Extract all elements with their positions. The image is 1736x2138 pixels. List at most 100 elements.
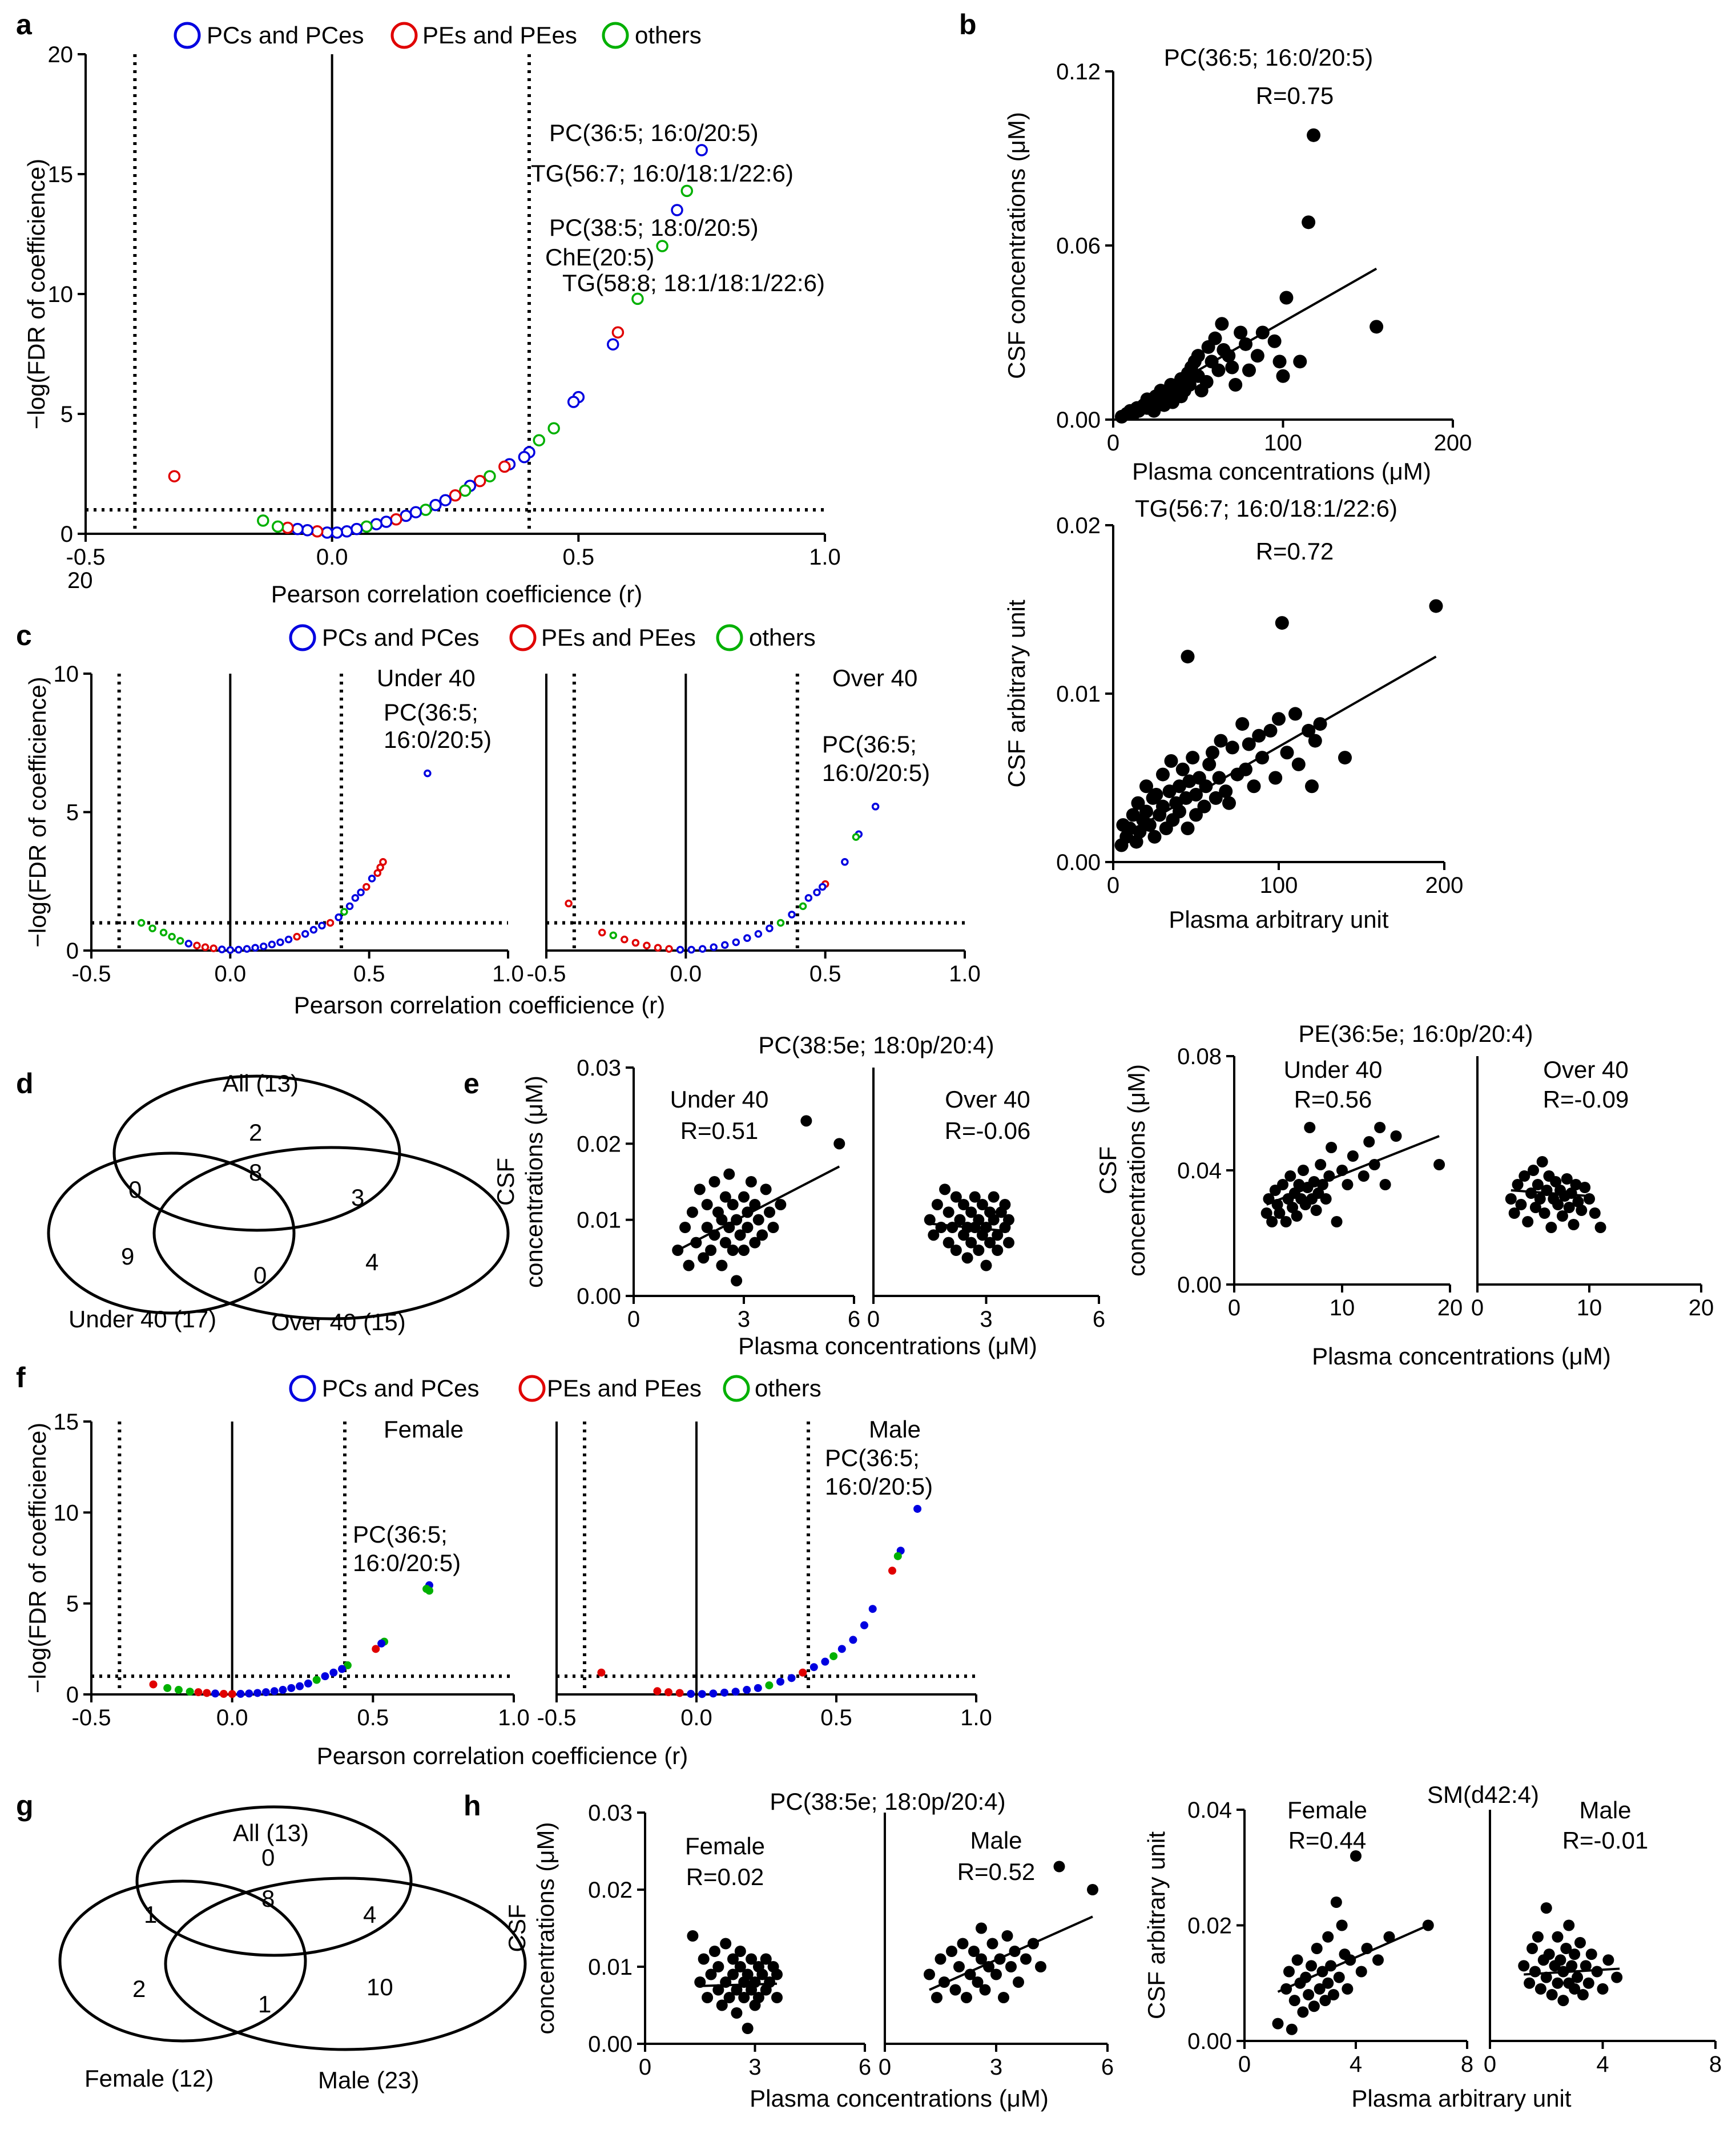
data-point-pcs bbox=[913, 1504, 922, 1513]
data-point bbox=[727, 1953, 739, 1965]
y-axis-label: −log(FDR of coefficience) bbox=[24, 677, 51, 947]
legend-pes-marker bbox=[390, 22, 418, 49]
data-point-pcs bbox=[732, 938, 740, 947]
legend-pcs-marker bbox=[289, 1375, 316, 1402]
data-point bbox=[968, 1946, 980, 1957]
data-point bbox=[1288, 1995, 1300, 2007]
data-point-pes bbox=[631, 939, 640, 947]
data-point bbox=[1374, 1122, 1386, 1133]
data-point bbox=[1508, 1207, 1520, 1219]
venn-g: All (13) Female (12) Male (23) 0 1 8 4 2… bbox=[58, 1805, 527, 2093]
data-point bbox=[1222, 796, 1236, 810]
data-point bbox=[760, 1183, 772, 1195]
data-point bbox=[1215, 317, 1229, 331]
data-point bbox=[742, 2023, 754, 2034]
data-point bbox=[980, 1259, 992, 1271]
y-tick-label: 0.01 bbox=[1056, 682, 1101, 707]
legend-pcs-label: PCs and PCes bbox=[322, 624, 479, 651]
data-point bbox=[958, 1199, 969, 1210]
data-point bbox=[1552, 1199, 1564, 1210]
data-point-pes bbox=[665, 945, 673, 953]
data-point bbox=[1208, 331, 1222, 345]
data-point bbox=[979, 1984, 991, 1996]
data-point bbox=[749, 1237, 761, 1249]
data-point bbox=[1307, 128, 1321, 142]
data-point bbox=[1322, 1977, 1334, 1989]
y-tick-label: 10 bbox=[48, 282, 74, 307]
panel-label-d: d bbox=[16, 1068, 34, 1100]
data-point-others bbox=[829, 1652, 838, 1661]
x-tick-label: 0.5 bbox=[809, 961, 841, 987]
chart-title: Under 40 bbox=[377, 665, 476, 691]
data-point-others bbox=[776, 919, 785, 927]
data-point bbox=[1319, 1995, 1331, 2007]
data-point bbox=[1383, 1931, 1395, 1943]
chart-h-pc-male: 0 3 6 Male R=0.52 bbox=[879, 1813, 1114, 2080]
data-point-pcs bbox=[754, 1684, 762, 1692]
chart-title: Male bbox=[869, 1416, 921, 1443]
data-point bbox=[1242, 363, 1256, 377]
y-tick-label: 0.03 bbox=[577, 1056, 621, 1081]
data-point bbox=[1274, 1207, 1286, 1219]
data-point bbox=[942, 1206, 954, 1218]
data-point bbox=[1594, 1222, 1606, 1233]
x-axis-label: Plasma arbitrary unit bbox=[1169, 906, 1388, 933]
chart-title: Female bbox=[384, 1416, 464, 1443]
data-point bbox=[965, 1206, 977, 1218]
data-point bbox=[742, 1222, 754, 1233]
legend-pcs-label: PCs and PCes bbox=[207, 22, 364, 49]
point-annotation: 16:0/20:5) bbox=[384, 726, 492, 753]
data-point-pcs bbox=[259, 942, 268, 951]
data-point bbox=[924, 1214, 936, 1226]
data-point-pcs bbox=[304, 1679, 312, 1688]
data-point bbox=[701, 1222, 713, 1233]
data-point-pcs bbox=[813, 888, 821, 896]
chart-title: PE(36:5e; 16:0p/20:4) bbox=[1299, 1020, 1533, 1047]
panel-label-b: b bbox=[959, 9, 977, 41]
data-point bbox=[1182, 378, 1197, 392]
panel-label-e: e bbox=[464, 1068, 480, 1100]
data-point bbox=[990, 1968, 1002, 1980]
venn-all-label: All (13) bbox=[233, 1819, 309, 1846]
data-point-pes bbox=[373, 869, 382, 877]
data-point-pcs bbox=[261, 1688, 270, 1697]
y-tick-label: 20 bbox=[48, 42, 74, 67]
y-tick-label: 0.01 bbox=[588, 1955, 633, 1980]
data-point bbox=[746, 1953, 758, 1965]
data-point-pcs bbox=[754, 930, 763, 938]
data-point bbox=[1333, 1971, 1345, 1983]
data-point bbox=[1297, 2006, 1309, 2018]
data-point bbox=[1582, 1977, 1594, 1989]
data-point bbox=[1087, 1884, 1098, 1895]
data-point bbox=[775, 1199, 787, 1210]
data-point-pcs bbox=[309, 925, 318, 934]
data-point bbox=[687, 1930, 699, 1942]
data-point-pes bbox=[219, 1690, 228, 1698]
data-point bbox=[1569, 1948, 1581, 1960]
data-point-pcs bbox=[787, 1674, 796, 1682]
data-point bbox=[1283, 1966, 1295, 1978]
data-point bbox=[1272, 2018, 1284, 2030]
data-point-others bbox=[656, 240, 668, 252]
data-point-pcs bbox=[804, 894, 813, 902]
data-point bbox=[1280, 1216, 1292, 1227]
data-point bbox=[716, 1999, 728, 2011]
x-tick-label: 100 bbox=[1264, 430, 1302, 456]
data-point-pcs bbox=[518, 450, 531, 464]
data-point bbox=[976, 1922, 987, 1934]
data-point bbox=[1525, 1187, 1537, 1199]
data-point bbox=[1585, 1948, 1597, 1960]
data-point-others bbox=[257, 514, 269, 527]
data-point bbox=[1297, 1165, 1309, 1176]
chart-e-pc-over40: 0 3 6 Over 40 R=-0.06 bbox=[867, 1068, 1105, 1332]
data-point bbox=[1279, 291, 1294, 305]
data-point-pcs bbox=[809, 1663, 818, 1672]
data-point bbox=[1560, 1943, 1572, 1954]
data-point-pes bbox=[449, 489, 462, 502]
data-point bbox=[1532, 1179, 1544, 1190]
data-point-pcs bbox=[698, 945, 707, 953]
x-tick-label: 10 bbox=[1330, 1295, 1355, 1320]
data-point bbox=[719, 1237, 731, 1249]
data-point bbox=[1272, 712, 1286, 726]
data-point bbox=[756, 1968, 768, 1980]
